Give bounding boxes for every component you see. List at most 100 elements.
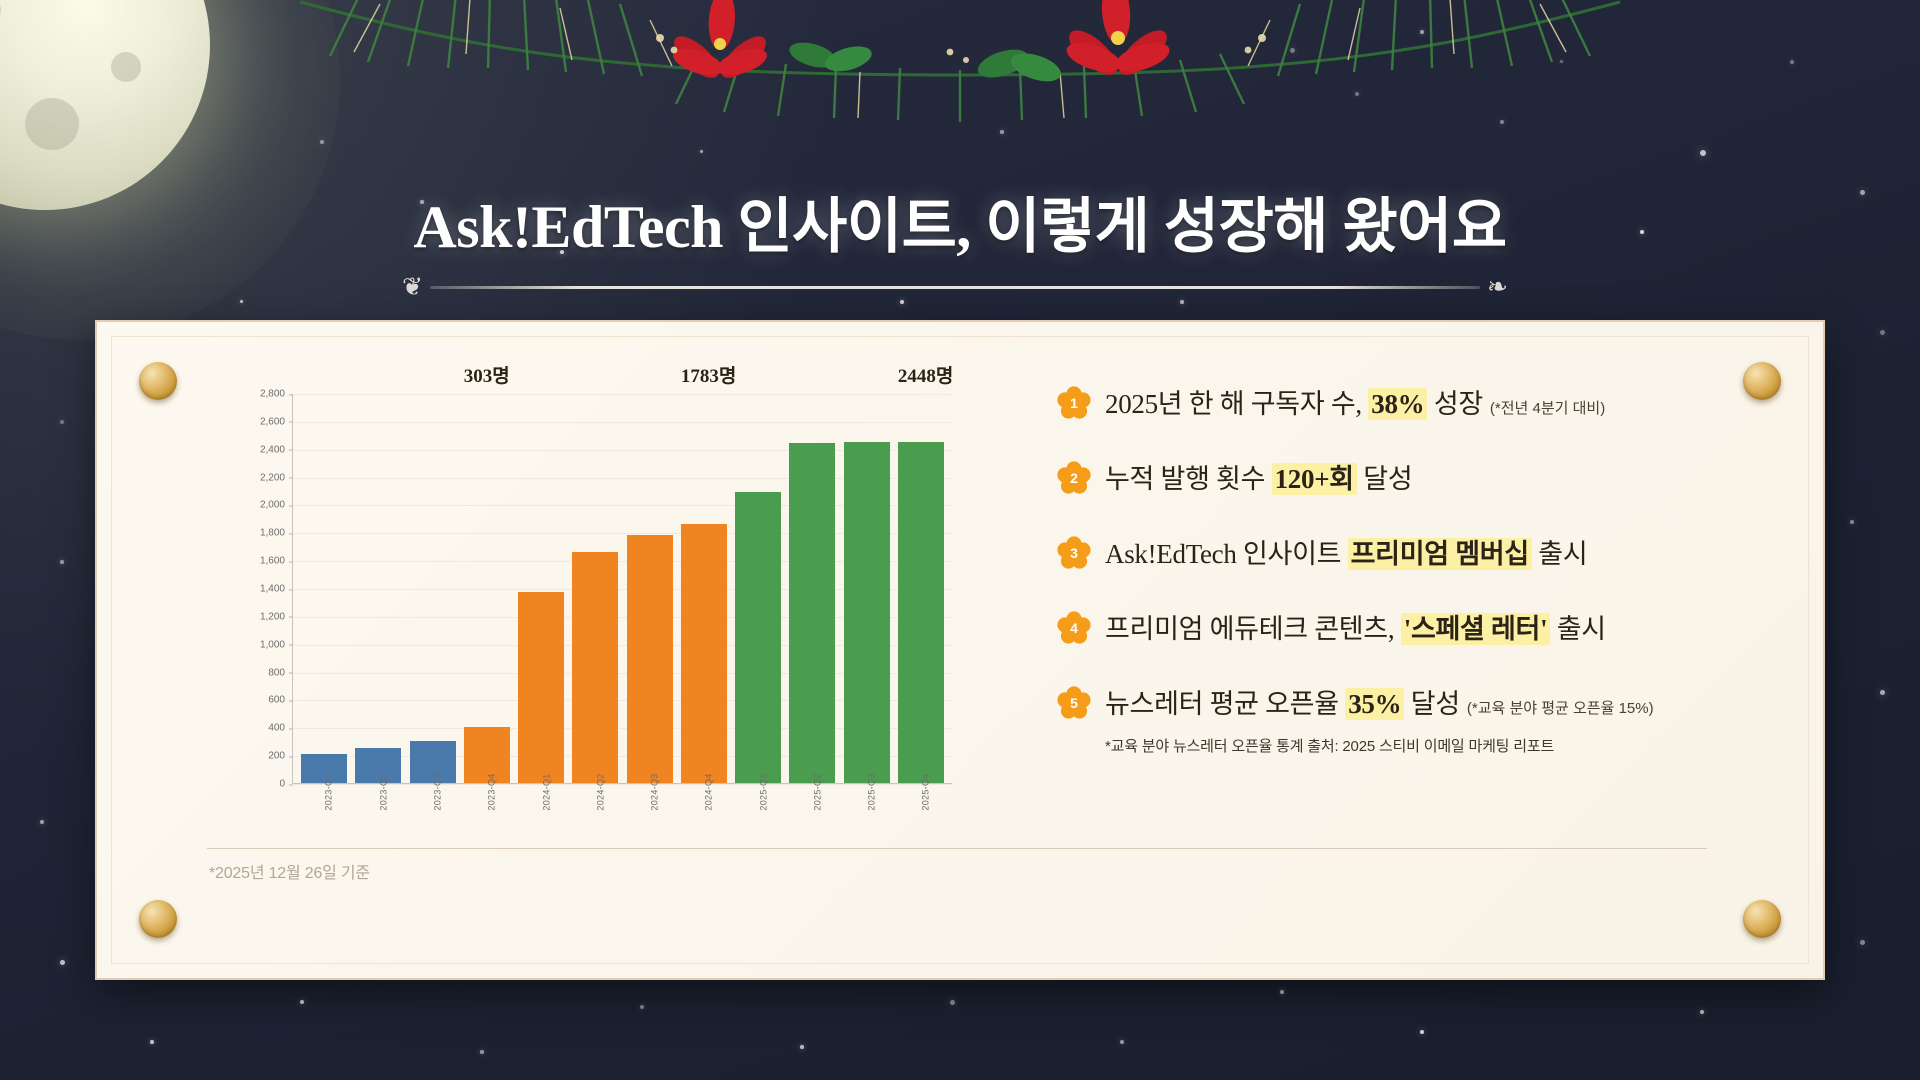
chart-bar-column[interactable]: 2025-Q1	[735, 394, 781, 783]
y-axis-tick-label: 1,400	[260, 584, 293, 595]
x-axis-tick-label: 2025-Q3	[867, 773, 877, 810]
star	[60, 560, 64, 564]
text-segment: 뉴스레터 평균 오픈율	[1105, 689, 1345, 719]
flower-badge-icon: 3	[1057, 536, 1091, 570]
x-axis-tick-label: 2025-Q2	[812, 773, 822, 810]
chart-bar-column[interactable]: 2023-Q1	[301, 394, 347, 783]
x-axis-tick-label: 2024-Q2	[595, 773, 605, 810]
x-axis-tick-label: 2025-Q4	[921, 773, 931, 810]
chart-bar-column[interactable]: 303명 2023-Q4	[464, 394, 510, 783]
y-axis-tick-label: 2,000	[260, 500, 293, 511]
star	[950, 1000, 955, 1005]
star	[1280, 990, 1284, 994]
x-axis-tick-label: 2024-Q1	[541, 773, 551, 810]
highlight-note: (*교육 분야 평균 오픈율 15%)	[1467, 697, 1654, 718]
star	[40, 820, 44, 824]
chart-data-label: 2448명	[898, 361, 953, 388]
highlights-list: 1 2025년 한 해 구독자 수, 38% 성장 (*전년 4분기 대비) 2 누적 …	[1057, 382, 1817, 756]
chart-plot-area: 0 200 400 600 800 1,000 1,200 1,400 1,600 1,800 2,…	[292, 394, 952, 784]
corner-stud-bottom-left	[139, 900, 177, 938]
highlighted-keyword: 35%	[1345, 688, 1404, 720]
star	[1420, 1030, 1424, 1034]
chart-bar[interactable]: 2448명	[898, 442, 944, 783]
chart-bar[interactable]	[627, 535, 673, 783]
decorative-divider: ❦ ❧	[395, 274, 1515, 300]
page-title: Ask!EdTech 인사이트, 이렇게 성장해 왔어요	[0, 178, 1920, 265]
flower-badge-icon: 1	[1057, 386, 1091, 420]
badge-number: 1	[1057, 386, 1091, 420]
divider-rule	[430, 286, 1480, 289]
divider-ornament-right-icon: ❧	[1480, 275, 1515, 300]
slide-canvas: Ask!EdTech 인사이트, 이렇게 성장해 왔어요 ❦ ❧ 0 200 400…	[0, 0, 1920, 1080]
chart-bar-column[interactable]: 1783명 2024-Q4	[681, 394, 727, 783]
star	[1180, 300, 1184, 304]
highlight-text: 2025년 한 해 구독자 수, 38% 성장	[1105, 382, 1483, 421]
y-axis-tick-label: 0	[279, 779, 293, 790]
x-axis-tick-label: 2024-Q4	[704, 773, 714, 810]
y-axis-tick-label: 2,600	[260, 416, 293, 427]
highlight-item: 3 Ask!EdTech 인사이트 프리미엄 멤버십 출시	[1057, 532, 1817, 571]
divider-ornament-left-icon: ❦	[395, 275, 430, 300]
text-segment: 2025년 한 해 구독자 수,	[1105, 389, 1368, 419]
chart-bar-column[interactable]: 2025-Q2	[789, 394, 835, 783]
star	[1120, 1040, 1124, 1044]
chart-data-label: 303명	[464, 361, 510, 388]
y-axis-tick-label: 2,400	[260, 444, 293, 455]
text-segment: 누적 발행 횟수	[1105, 464, 1272, 494]
highlight-note: (*전년 4분기 대비)	[1490, 397, 1605, 418]
badge-number: 5	[1057, 686, 1091, 720]
corner-stud-top-left	[139, 362, 177, 400]
chart-bar-column[interactable]: 2448명 2025-Q4	[898, 394, 944, 783]
x-axis-tick-label: 2023-Q1	[324, 773, 334, 810]
text-segment: 출시	[1532, 539, 1588, 569]
title-block: Ask!EdTech 인사이트, 이렇게 성장해 왔어요	[0, 178, 1920, 265]
chart-bar-column[interactable]: 2023-Q3	[410, 394, 456, 783]
star	[1850, 520, 1854, 524]
chart-bar-column[interactable]: 2024-Q1	[518, 394, 564, 783]
star	[800, 1045, 804, 1049]
highlight-text: 누적 발행 횟수 120+회 달성	[1105, 457, 1412, 496]
highlighted-keyword: 프리미엄 멤버십	[1348, 538, 1532, 570]
star	[1700, 1010, 1704, 1014]
chart-bar[interactable]	[735, 492, 781, 783]
y-axis-tick-label: 800	[268, 667, 293, 678]
text-segment: 달성	[1357, 464, 1413, 494]
highlighted-keyword: '스페셜 레터'	[1401, 613, 1551, 645]
star	[1860, 940, 1865, 945]
flower-badge-icon: 2	[1057, 461, 1091, 495]
highlight-item: 2 누적 발행 횟수 120+회 달성	[1057, 457, 1817, 496]
highlight-item: 4 프리미엄 에듀테크 콘텐츠, '스페셜 레터' 출시	[1057, 607, 1817, 646]
star	[1880, 690, 1885, 695]
chart-bar[interactable]	[518, 592, 564, 783]
y-axis-tick-label: 2,200	[260, 472, 293, 483]
chart-bar-column[interactable]: 2024-Q2	[572, 394, 618, 783]
chart-bars: 2023-Q1 2023-Q2 2023-Q3 303명 2023-Q4 2024-Q1 2…	[295, 394, 950, 783]
x-axis-tick-label: 2023-Q4	[487, 773, 497, 810]
highlighted-keyword: 38%	[1368, 388, 1427, 420]
subscriber-growth-chart: 0 200 400 600 800 1,000 1,200 1,400 1,600 1,800 2,…	[207, 372, 1007, 882]
star	[60, 420, 64, 424]
text-segment: 프리미엄 에듀테크 콘텐츠,	[1105, 614, 1401, 644]
y-axis-tick-label: 2,800	[260, 389, 293, 400]
text-segment: 달성	[1404, 689, 1460, 719]
y-axis-tick-label: 600	[268, 695, 293, 706]
chart-bar-column[interactable]: 2025-Q3	[844, 394, 890, 783]
chart-bar[interactable]	[789, 443, 835, 783]
chart-bar[interactable]: 1783명	[681, 524, 727, 783]
highlight-item: 1 2025년 한 해 구독자 수, 38% 성장 (*전년 4분기 대비)	[1057, 382, 1817, 421]
content-card: 0 200 400 600 800 1,000 1,200 1,400 1,600 1,800 2,…	[95, 320, 1825, 980]
text-segment: 출시	[1550, 614, 1606, 644]
corner-stud-bottom-right	[1743, 900, 1781, 938]
chart-bar[interactable]	[844, 442, 890, 783]
christmas-garland-decoration	[0, 0, 1920, 154]
chart-data-label: 1783명	[681, 361, 736, 388]
y-axis-tick-label: 200	[268, 751, 293, 762]
star	[150, 1040, 154, 1044]
text-segment: 성장	[1427, 389, 1483, 419]
chart-bar-column[interactable]: 2024-Q3	[627, 394, 673, 783]
badge-number: 2	[1057, 461, 1091, 495]
chart-bar-column[interactable]: 2023-Q2	[355, 394, 401, 783]
chart-bar[interactable]	[572, 552, 618, 783]
highlight-subnote: *교육 분야 뉴스레터 오픈율 통계 출처: 2025 스티비 이메일 마케팅 …	[1105, 735, 1817, 756]
flower-badge-icon: 4	[1057, 611, 1091, 645]
